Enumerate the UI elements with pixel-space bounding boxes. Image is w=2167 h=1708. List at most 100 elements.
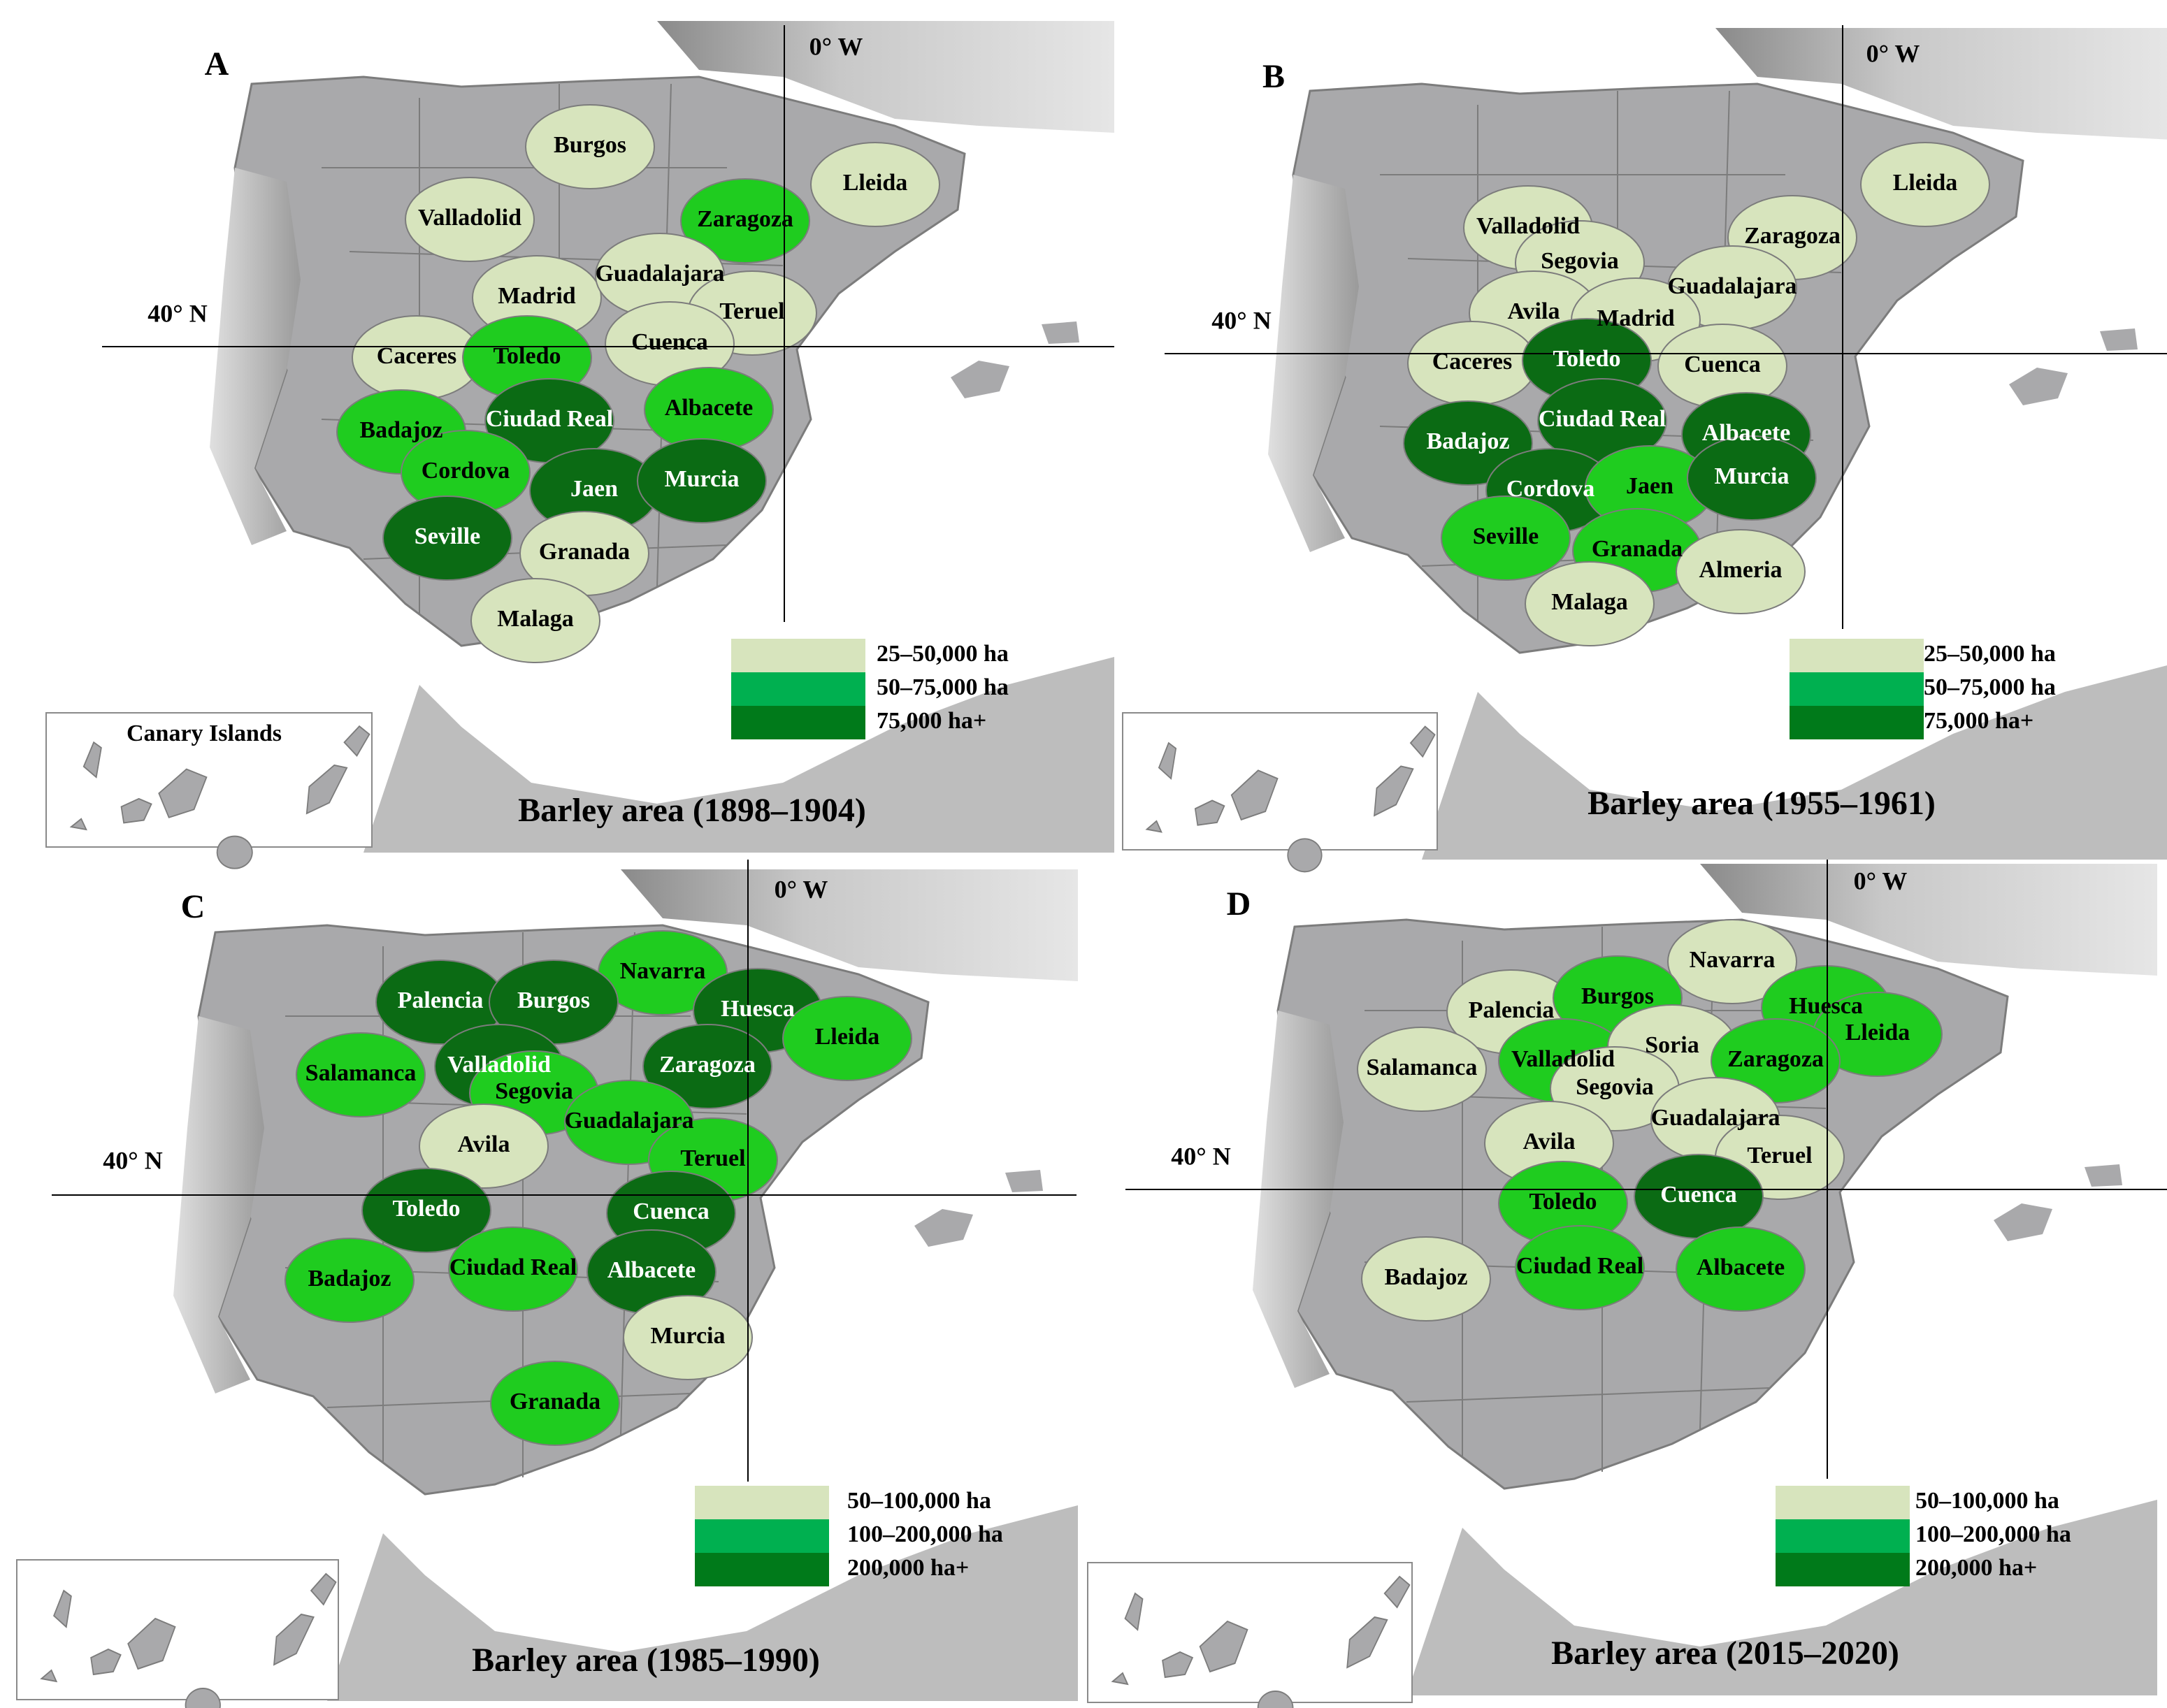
province-label: Granada xyxy=(539,539,630,565)
province-label: Granada xyxy=(1592,536,1683,562)
province-label: Jaen xyxy=(1626,473,1673,499)
province-label: Albacete xyxy=(1702,420,1791,446)
province-area xyxy=(1361,1236,1491,1322)
province-label: Huesca xyxy=(1789,993,1863,1019)
province-label: Segovia xyxy=(1541,248,1618,274)
province-label: Valladolid xyxy=(1476,213,1580,239)
province-label: Cuenca xyxy=(1684,352,1761,377)
province-label: Ciudad Real xyxy=(486,406,613,432)
province-label: Palencia xyxy=(398,987,484,1013)
province-area xyxy=(1515,1225,1645,1310)
province-label: Madrid xyxy=(1597,305,1675,331)
legend-label: 75,000 ha+ xyxy=(1924,708,2033,734)
province-label: Albacete xyxy=(665,395,754,421)
province-label: Avila xyxy=(1523,1129,1576,1155)
legend-swatch xyxy=(1776,1553,1910,1586)
legend-label: 25–50,000 ha xyxy=(877,641,1009,667)
province-label: Badajoz xyxy=(308,1266,391,1291)
province-label: Segovia xyxy=(1576,1074,1653,1100)
province-label: Albacete xyxy=(1697,1254,1785,1280)
province-label: Caceres xyxy=(377,343,457,369)
meridian-label: 0° W xyxy=(1854,867,1908,895)
province-label: Guadalajara xyxy=(564,1108,693,1134)
legend-label: 50–100,000 ha xyxy=(847,1488,991,1514)
province-label: Segovia xyxy=(495,1078,573,1104)
map-panel: 0° W 40° N Navarra Palencia Burgos Huesca Llei… xyxy=(16,860,1079,1708)
panel-letter: B xyxy=(1262,58,1285,95)
legend-swatch xyxy=(1776,1486,1910,1519)
legend-swatch xyxy=(1776,1519,1910,1553)
province-label: Guadalajara xyxy=(595,261,724,287)
province-label: Ciudad Real xyxy=(1539,406,1666,432)
province-label: Avila xyxy=(1508,298,1560,324)
legend-label: 100–200,000 ha xyxy=(1915,1521,2071,1547)
province-label: Palencia xyxy=(1469,997,1555,1023)
panel-letter: D xyxy=(1227,885,1251,922)
province-label: Murcia xyxy=(650,1323,725,1349)
legend-swatch xyxy=(1790,639,1924,672)
province-label: Lleida xyxy=(1893,170,1958,196)
province-area xyxy=(623,1295,753,1380)
province-area xyxy=(1860,142,1990,227)
province-area xyxy=(419,1103,549,1189)
panel-letter: A xyxy=(205,45,229,82)
legend-swatch xyxy=(1790,672,1924,706)
map-panel: 0° W 40° N Burgos Lleida Valladolid Zaragoza M… xyxy=(45,20,1116,869)
province-label: Toledo xyxy=(392,1196,460,1222)
province-label: Navarra xyxy=(1690,947,1776,973)
province-area xyxy=(1525,561,1655,646)
province-area xyxy=(1676,529,1806,614)
province-area xyxy=(382,495,512,581)
panel-letter: C xyxy=(181,888,206,925)
meridian-label: 0° W xyxy=(809,32,863,60)
parallel-label: 40° N xyxy=(147,299,207,327)
legend-swatch xyxy=(1790,706,1924,739)
province-label: Cordova xyxy=(422,458,510,484)
panel-title: Barley area (1985–1990) xyxy=(472,1642,820,1679)
province-label: Salamanca xyxy=(1367,1055,1478,1080)
province-label: Burgos xyxy=(517,987,590,1013)
legend-swatch xyxy=(695,1486,829,1519)
province-label: Murcia xyxy=(1714,463,1789,489)
panel-title: Barley area (2015–2020) xyxy=(1551,1635,1899,1672)
province-label: Madrid xyxy=(498,283,576,309)
legend-label: 200,000 ha+ xyxy=(1915,1555,2037,1581)
province-label: Zaragoza xyxy=(659,1052,756,1078)
legend-label: 25–50,000 ha xyxy=(1924,641,2056,667)
province-label: Huesca xyxy=(721,996,795,1022)
province-area xyxy=(1676,1226,1806,1312)
province-label: Guadalajara xyxy=(1667,273,1797,299)
province-area xyxy=(637,438,767,523)
province-label: Ciudad Real xyxy=(1516,1253,1643,1279)
province-label: Toledo xyxy=(1529,1189,1597,1215)
province-area xyxy=(1667,919,1797,1004)
province-label: Toledo xyxy=(493,343,561,369)
legend-swatch xyxy=(731,672,865,706)
legend-swatch xyxy=(731,706,865,739)
province-label: Badajoz xyxy=(1427,428,1510,454)
map-panel: 0° W 40° N Lleida Valladolid Zaragoza Segovia… xyxy=(1122,25,2167,873)
province-label: Teruel xyxy=(719,298,784,324)
province-area xyxy=(285,1238,415,1323)
province-label: Malaga xyxy=(497,606,574,632)
province-label: Burgos xyxy=(554,132,626,158)
legend-label: 100–200,000 ha xyxy=(847,1521,1003,1547)
province-label: Granada xyxy=(510,1389,600,1414)
parallel-label: 40° N xyxy=(103,1146,162,1174)
province-area xyxy=(810,142,940,227)
province-label: Burgos xyxy=(1581,983,1654,1009)
province-label: Ciudad Real xyxy=(449,1254,577,1280)
province-label: Salamanca xyxy=(305,1060,417,1086)
province-label: Jaen xyxy=(570,476,618,502)
province-label: Teruel xyxy=(680,1145,745,1171)
legend-label: 200,000 ha+ xyxy=(847,1555,969,1581)
province-area xyxy=(296,1032,426,1117)
province-area xyxy=(1441,495,1571,581)
province-label: Valladolid xyxy=(447,1052,551,1078)
legend-swatch xyxy=(731,639,865,672)
province-label: Guadalajara xyxy=(1650,1105,1780,1131)
province-label: Seville xyxy=(1473,523,1539,549)
inset-label: Canary Islands xyxy=(127,721,282,746)
parallel-label: 40° N xyxy=(1171,1142,1230,1170)
